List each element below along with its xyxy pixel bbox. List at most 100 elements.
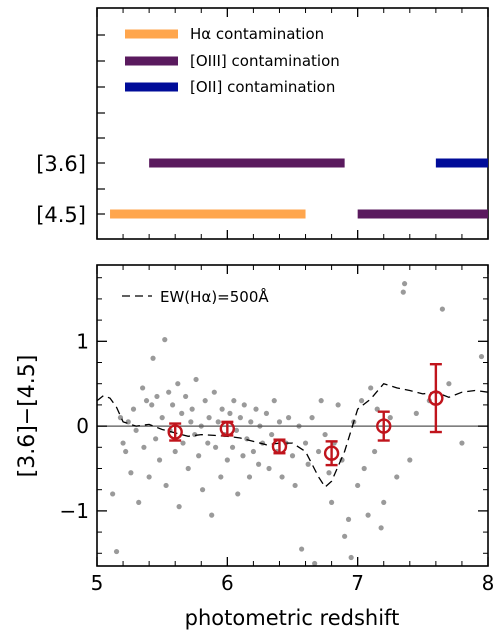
binned-point <box>271 438 288 455</box>
scatter-point <box>162 337 168 343</box>
scatter-point <box>365 512 371 518</box>
scatter-point <box>345 516 352 522</box>
scatter-point <box>169 402 176 408</box>
scatter-point <box>348 554 354 561</box>
x-tick-label: 8 <box>482 571 494 595</box>
scatter-point <box>292 482 298 489</box>
scatter-point <box>227 410 233 416</box>
scatter-point <box>401 281 408 287</box>
scatter-point <box>326 470 332 476</box>
x-axis-label: photometric redshift <box>185 606 400 630</box>
scatter-point <box>176 504 182 510</box>
scatter-point <box>218 474 224 480</box>
binned-point <box>167 422 183 442</box>
scatter-point <box>358 398 365 404</box>
scatter-point <box>183 393 189 400</box>
y-tick-label: 0 <box>76 414 89 438</box>
binned-point <box>428 363 444 434</box>
color-redshift-panel: 5 6 7 8 −1 0 1 EW(Hα)=500Å [3.6]−[4.5] photome… <box>15 264 494 630</box>
scatter-point <box>248 419 254 425</box>
x-tick-label: 6 <box>221 571 234 595</box>
scatter-point <box>133 427 139 433</box>
scatter-point <box>110 491 116 497</box>
scatter-point <box>361 465 367 472</box>
scatter-point <box>199 487 206 493</box>
scatter-point <box>172 448 178 455</box>
scatter-point <box>368 385 374 391</box>
scatter-point <box>276 419 283 425</box>
model-legend-label: EW(Hα)=500Å <box>160 287 269 306</box>
binned-point <box>219 420 236 437</box>
legend-label-2: [OII] contamination <box>190 78 335 96</box>
scatter-point <box>224 457 230 463</box>
x-tick-label: 5 <box>91 571 104 595</box>
scatter-point <box>269 431 275 438</box>
scatter-point <box>235 491 241 497</box>
scatter-point <box>335 402 341 408</box>
scatter-point <box>271 398 277 404</box>
scatter-point <box>240 453 246 459</box>
scatter-point <box>342 533 348 539</box>
scatter-point <box>446 381 452 387</box>
model-curve-ew-halpha <box>96 382 489 489</box>
scatter-point <box>215 419 221 425</box>
y-axis-label: [3.6]−[4.5] <box>15 355 40 478</box>
scatter-point <box>156 457 163 463</box>
legend-label-1: [OIII] contamination <box>190 52 340 70</box>
scatter-point <box>256 461 262 467</box>
scatter-point <box>120 440 126 446</box>
scatter-point <box>263 410 270 416</box>
scatter-point <box>159 415 165 421</box>
scatter-point <box>459 440 465 446</box>
scatter-point <box>175 381 181 387</box>
scatter-point <box>233 427 240 433</box>
scatter-point <box>231 398 237 404</box>
scatter-point <box>150 355 156 361</box>
x-tick-label: 7 <box>351 571 364 595</box>
scatter-point <box>372 448 378 455</box>
binned-point <box>323 440 340 467</box>
bottom-panel-frame <box>96 264 489 567</box>
scatter-point <box>289 453 296 459</box>
scatter-point <box>302 440 309 446</box>
scatter-point <box>315 448 322 455</box>
scatter-points <box>110 281 485 567</box>
scatter-point <box>394 474 400 480</box>
scatter-point <box>413 410 419 416</box>
scatter-point <box>130 406 137 412</box>
scatter-point <box>381 499 387 506</box>
scatter-point <box>279 474 285 480</box>
scatter-point <box>478 353 485 360</box>
bottom-panel-ticks: 5 6 7 8 −1 0 1 <box>60 265 494 595</box>
scatter-point <box>312 560 318 567</box>
binned-points <box>167 363 444 467</box>
scatter-point <box>136 499 142 506</box>
scatter-point <box>185 465 191 472</box>
scatter-point <box>163 482 169 489</box>
model-legend: EW(Hα)=500Å <box>122 287 269 306</box>
scatter-point <box>153 436 159 442</box>
legend: Hα contamination [OIII] contamination [OII… <box>125 25 340 96</box>
scatter-point <box>206 415 212 421</box>
scatter-point <box>154 393 160 400</box>
scatter-point <box>329 499 335 506</box>
scatter-point <box>439 306 445 312</box>
scatter-point <box>140 385 146 391</box>
scatter-point <box>205 440 211 446</box>
scatter-point <box>166 389 172 395</box>
y-tick-label: 1 <box>76 329 89 353</box>
scatter-point <box>180 440 186 446</box>
scatter-point <box>196 453 202 459</box>
top-panel-frame <box>96 7 489 240</box>
band-label-3.6: [3.6] <box>36 152 86 176</box>
scatter-point <box>143 398 150 404</box>
scatter-point <box>305 461 311 467</box>
scatter-point <box>253 406 259 412</box>
scatter-point <box>179 410 185 416</box>
scatter-point <box>189 406 195 412</box>
scatter-point <box>211 389 217 395</box>
scatter-point <box>146 474 152 480</box>
scatter-point <box>407 457 413 463</box>
scatter-point <box>213 444 219 450</box>
